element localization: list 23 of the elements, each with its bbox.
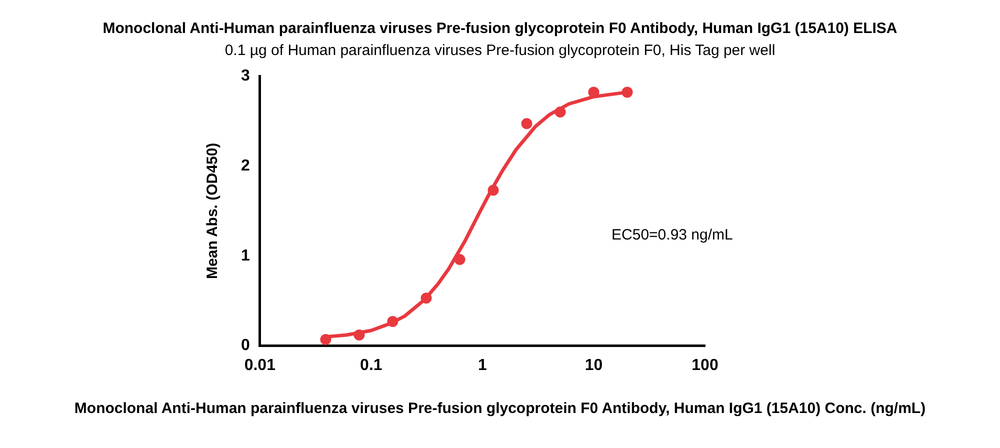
x-tick-label: 1 [478, 356, 487, 374]
y-tick-label: 2 [240, 157, 250, 174]
x-tick-label: 10 [584, 356, 603, 374]
point [454, 254, 466, 265]
point [354, 330, 365, 341]
point [320, 334, 332, 346]
point [554, 106, 566, 118]
y-axis-title: Mean Abs. (OD450) [204, 142, 222, 279]
x-axis-title: Monoclonal Anti-Human parainfluenza viruses Pre-fusion glycoprotein F0 Antibody, Human IgG1 (15A10) Conc. (ng/mL) [73, 399, 927, 419]
y-tick-label: 3 [240, 67, 250, 84]
point [420, 292, 432, 304]
x-tick-label: 0.1 [360, 356, 382, 374]
chart-subtitle: 0.1 µg of Human parainfluenza viruses Pre-fusion glycoprotein F0, His Tag per well [224, 41, 776, 61]
y-tick-label: 0 [240, 337, 250, 354]
point [387, 316, 398, 328]
x-tick-label: 100 [692, 356, 718, 374]
x-tick-label: 0.01 [244, 356, 276, 374]
point [622, 86, 633, 98]
annotation: EC50=0.93 ng/mL [612, 226, 733, 244]
point [488, 184, 499, 196]
y-tick-label: 1 [240, 247, 250, 264]
chart-title: Monoclonal Anti-Human parainfluenza viruses Pre-fusion glycoprotein F0 Antibody, Human IgG1 (15A10) ELISA [102, 19, 898, 39]
point [521, 118, 532, 130]
